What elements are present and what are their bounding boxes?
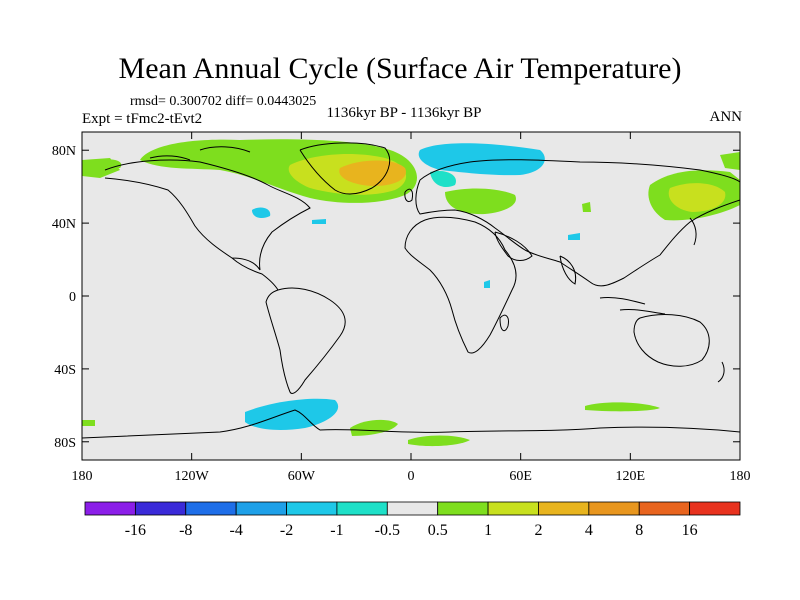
- coastline-arctic-islands: [149, 146, 251, 161]
- x-tick-label: 180: [730, 469, 751, 484]
- stats-label: rmsd= 0.300702 diff= 0.0443025: [130, 94, 317, 109]
- coastline-arabia: [494, 231, 533, 261]
- colorbar-label: 0.5: [428, 522, 448, 539]
- x-tick-label: 120E: [616, 469, 646, 484]
- colorbar-swatch: [286, 501, 338, 516]
- anomaly-cyan-scandinavia: [418, 143, 545, 176]
- anomaly-green-south-indian: [408, 435, 470, 447]
- anomaly-cyan-antarctic: [245, 398, 339, 430]
- anomaly-green-weddell: [350, 419, 398, 436]
- anomaly-cyan-atlantic: [312, 219, 326, 224]
- x-tick-label: 0: [408, 469, 415, 484]
- colorbar-swatch: [134, 501, 187, 516]
- anomaly-yellow-east-asia: [668, 183, 726, 212]
- anomaly-cyan-china: [568, 233, 580, 240]
- experiment-label: Expt = tFmc2-tEvt2: [82, 111, 203, 127]
- colorbar-label: -8: [179, 522, 192, 539]
- y-tick-label: 80S: [54, 436, 76, 451]
- colorbar: -16 -8 -4 -2 -1 -0.5 0.5 1 2 4 8 16: [84, 501, 741, 539]
- coastline-central-america: [231, 257, 279, 291]
- colorbar-label: 8: [635, 522, 643, 539]
- coastline-antarctica: [82, 409, 740, 439]
- colorbar-swatch: [235, 501, 287, 516]
- anomaly-green-europe: [445, 188, 516, 215]
- y-tick-label: 0: [69, 290, 76, 305]
- anomaly-green-south-edge: [82, 420, 95, 426]
- coastline-eurasia: [415, 159, 740, 287]
- coastline-uk: [404, 188, 413, 203]
- x-axis: 180 120W 60W 0 60E 120E 180: [72, 132, 751, 484]
- colorbar-swatch: [638, 501, 691, 516]
- period-label: 1136kyr BP - 1136kyr BP: [326, 105, 482, 121]
- colorbar-swatch: [386, 501, 439, 516]
- anomaly-green-pacific-small: [582, 202, 591, 212]
- coastline-africa: [404, 216, 517, 354]
- coastline-north-america: [104, 159, 311, 271]
- y-tick-label: 80N: [52, 144, 76, 159]
- coastline-new-zealand: [717, 361, 725, 383]
- anomaly-green-east-edge: [720, 152, 740, 170]
- y-tick-label: 40N: [52, 217, 76, 232]
- colorbar-label: 16: [682, 522, 698, 539]
- x-tick-label: 120W: [175, 469, 210, 484]
- colorbar-label: -16: [125, 522, 146, 539]
- coastline-japan: [689, 217, 697, 246]
- colorbar-label: 1: [484, 522, 492, 539]
- colorbar-swatch: [588, 501, 640, 516]
- colorbar-swatch: [336, 501, 388, 516]
- colorbar-label: 2: [534, 522, 542, 539]
- anomaly-teal-scandinavia: [430, 170, 456, 188]
- colorbar-label: -2: [280, 522, 293, 539]
- coastline-madagascar: [499, 314, 509, 332]
- coastline-greenland: [299, 142, 390, 195]
- season-label: ANN: [709, 109, 743, 125]
- x-tick-label: 60W: [288, 469, 316, 484]
- coastline-south-america: [265, 287, 346, 394]
- anomaly-green-south-ocean: [585, 402, 660, 412]
- colorbar-swatch: [538, 501, 590, 516]
- colorbar-label: 4: [585, 522, 593, 539]
- colorbar-label: -4: [229, 522, 242, 539]
- colorbar-label: -1: [330, 522, 343, 539]
- x-tick-label: 60E: [509, 469, 532, 484]
- y-tick-label: 40S: [54, 363, 76, 378]
- coastline-india: [559, 255, 577, 285]
- anomaly-fields: [82, 139, 740, 447]
- colorbar-swatch: [185, 501, 237, 516]
- plot-title: Mean Annual Cycle (Surface Air Temperatu…: [118, 52, 682, 85]
- x-tick-label: 180: [72, 469, 93, 484]
- coastline-southeast-asia-islands: [599, 297, 666, 315]
- coastline-australia: [633, 314, 710, 367]
- coastlines: [82, 142, 740, 439]
- colorbar-swatch: [437, 501, 489, 516]
- y-axis: 80N 40N 0 40S 80S: [52, 144, 740, 451]
- colorbar-swatch: [487, 501, 539, 516]
- colorbar-label: -0.5: [375, 522, 400, 539]
- anomaly-cyan-hudson: [252, 207, 271, 218]
- colorbar-swatch: [689, 501, 741, 516]
- colorbar-swatch: [84, 501, 136, 516]
- anomaly-cyan-africa: [484, 280, 490, 288]
